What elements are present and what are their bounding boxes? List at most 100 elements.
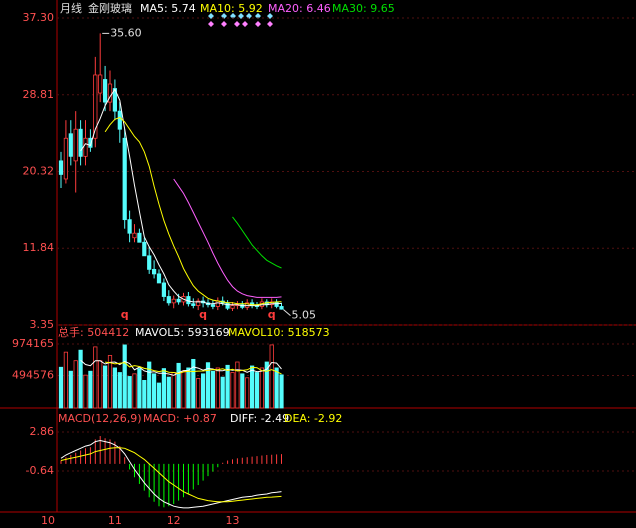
volume-bar <box>264 361 269 409</box>
macd-label: MACD: +0.87 <box>143 412 217 425</box>
candle-body <box>151 268 157 275</box>
ma-line <box>104 116 282 306</box>
volume-bar <box>220 376 225 409</box>
marker: q <box>121 308 129 321</box>
candle-body <box>107 83 113 103</box>
legend-entry: MA5: 5.74 <box>140 2 196 15</box>
candle-body <box>142 241 147 257</box>
candle-body <box>225 302 230 309</box>
marker: q <box>199 308 207 321</box>
volume-bar <box>122 344 127 409</box>
volume-bar <box>83 374 88 409</box>
ma-line <box>232 216 282 269</box>
candle-body <box>58 160 64 175</box>
candle-body <box>117 110 122 130</box>
y-tick-label: -0.64 <box>26 464 54 477</box>
volume-bar <box>103 365 108 409</box>
ma-line <box>80 88 282 307</box>
candle-body <box>161 282 166 297</box>
volume-bar <box>127 376 132 409</box>
x-tick-label: 12 <box>167 514 181 527</box>
legend-entry: MA30: 9.65 <box>332 2 395 15</box>
y-tick-label: 2.86 <box>30 425 55 438</box>
volume-bar <box>254 372 260 409</box>
candle-body <box>83 137 88 157</box>
legend-entry: DIFF: -2.49 <box>230 412 289 425</box>
volume-bar <box>225 364 230 409</box>
period: 月线 <box>60 1 82 15</box>
volume-bar <box>107 355 113 409</box>
volume-bar <box>88 370 93 409</box>
diamond <box>208 21 273 27</box>
stock-name: 金刚玻璃 <box>88 1 132 15</box>
volume-bar <box>205 362 211 409</box>
legend-entry: MA10: 5.92 <box>200 2 263 15</box>
signal-diamonds <box>208 13 273 19</box>
candle-body <box>147 255 152 270</box>
x-tick-label: 10 <box>41 514 55 527</box>
ma-line <box>60 447 282 503</box>
candle-body <box>88 137 93 148</box>
volume-bar <box>156 382 162 409</box>
candle-body <box>103 79 108 103</box>
legend-entry: MA20: 6.46 <box>268 2 331 15</box>
candle-body <box>215 300 220 307</box>
candle-body <box>191 303 196 306</box>
volume-bar <box>98 360 103 409</box>
volume-bar <box>186 367 191 409</box>
y-tick-label: 494576 <box>12 369 54 382</box>
x-tick-label: 13 <box>226 514 240 527</box>
volume-bar <box>151 373 157 409</box>
annotation: 35.60 <box>110 26 142 39</box>
volume-bar <box>176 362 181 409</box>
volume-bar <box>117 372 122 409</box>
volume-bar <box>200 373 206 409</box>
candle-body <box>171 298 176 304</box>
macd-title: MACD(12,26,9) <box>58 412 142 425</box>
x-tick-label: 11 <box>108 514 122 527</box>
volume-bar <box>78 349 83 409</box>
volume-bar <box>235 361 240 409</box>
volume-bar <box>181 370 186 409</box>
candle-body <box>63 137 68 180</box>
volume-bar <box>73 360 78 409</box>
annotation: 5.05 <box>292 309 317 322</box>
ma-line <box>60 439 282 509</box>
volume-bar <box>137 368 142 409</box>
marker: q <box>268 308 276 321</box>
volume-bar <box>215 367 220 409</box>
volume-bar <box>171 372 176 409</box>
candle-body <box>166 296 171 304</box>
y-tick-label: 3.35 <box>30 318 55 331</box>
volume-bar <box>259 367 265 409</box>
volume-bar <box>230 372 235 409</box>
y-tick-label: 28.81 <box>23 88 55 101</box>
volume-bar <box>196 378 201 409</box>
candle-body <box>68 133 73 157</box>
volume-title: 总手: 504412 <box>58 325 129 339</box>
candle-body <box>156 273 162 284</box>
candle-body <box>93 74 98 139</box>
y-tick-label: 11.84 <box>23 241 55 254</box>
annotation-leader <box>283 309 291 317</box>
candle-body <box>196 300 201 306</box>
volume-bar <box>58 366 64 409</box>
volume-bar <box>147 361 152 409</box>
volume-bar <box>63 351 68 409</box>
volume-bar <box>274 367 279 409</box>
volume-bar <box>166 376 171 409</box>
legend-entry: DEA: -2.92 <box>284 412 342 425</box>
volume-bar <box>245 377 250 409</box>
volume-bar <box>240 373 245 409</box>
candle-body <box>122 137 127 221</box>
diamond <box>208 13 273 19</box>
candle-body <box>132 232 137 239</box>
volume-bar <box>112 367 117 409</box>
volume-bar <box>132 373 137 409</box>
candle-body <box>210 304 215 307</box>
candle-body <box>137 232 142 243</box>
ma-line <box>80 359 282 376</box>
candle-body <box>127 219 132 234</box>
volume-bar <box>68 370 73 409</box>
